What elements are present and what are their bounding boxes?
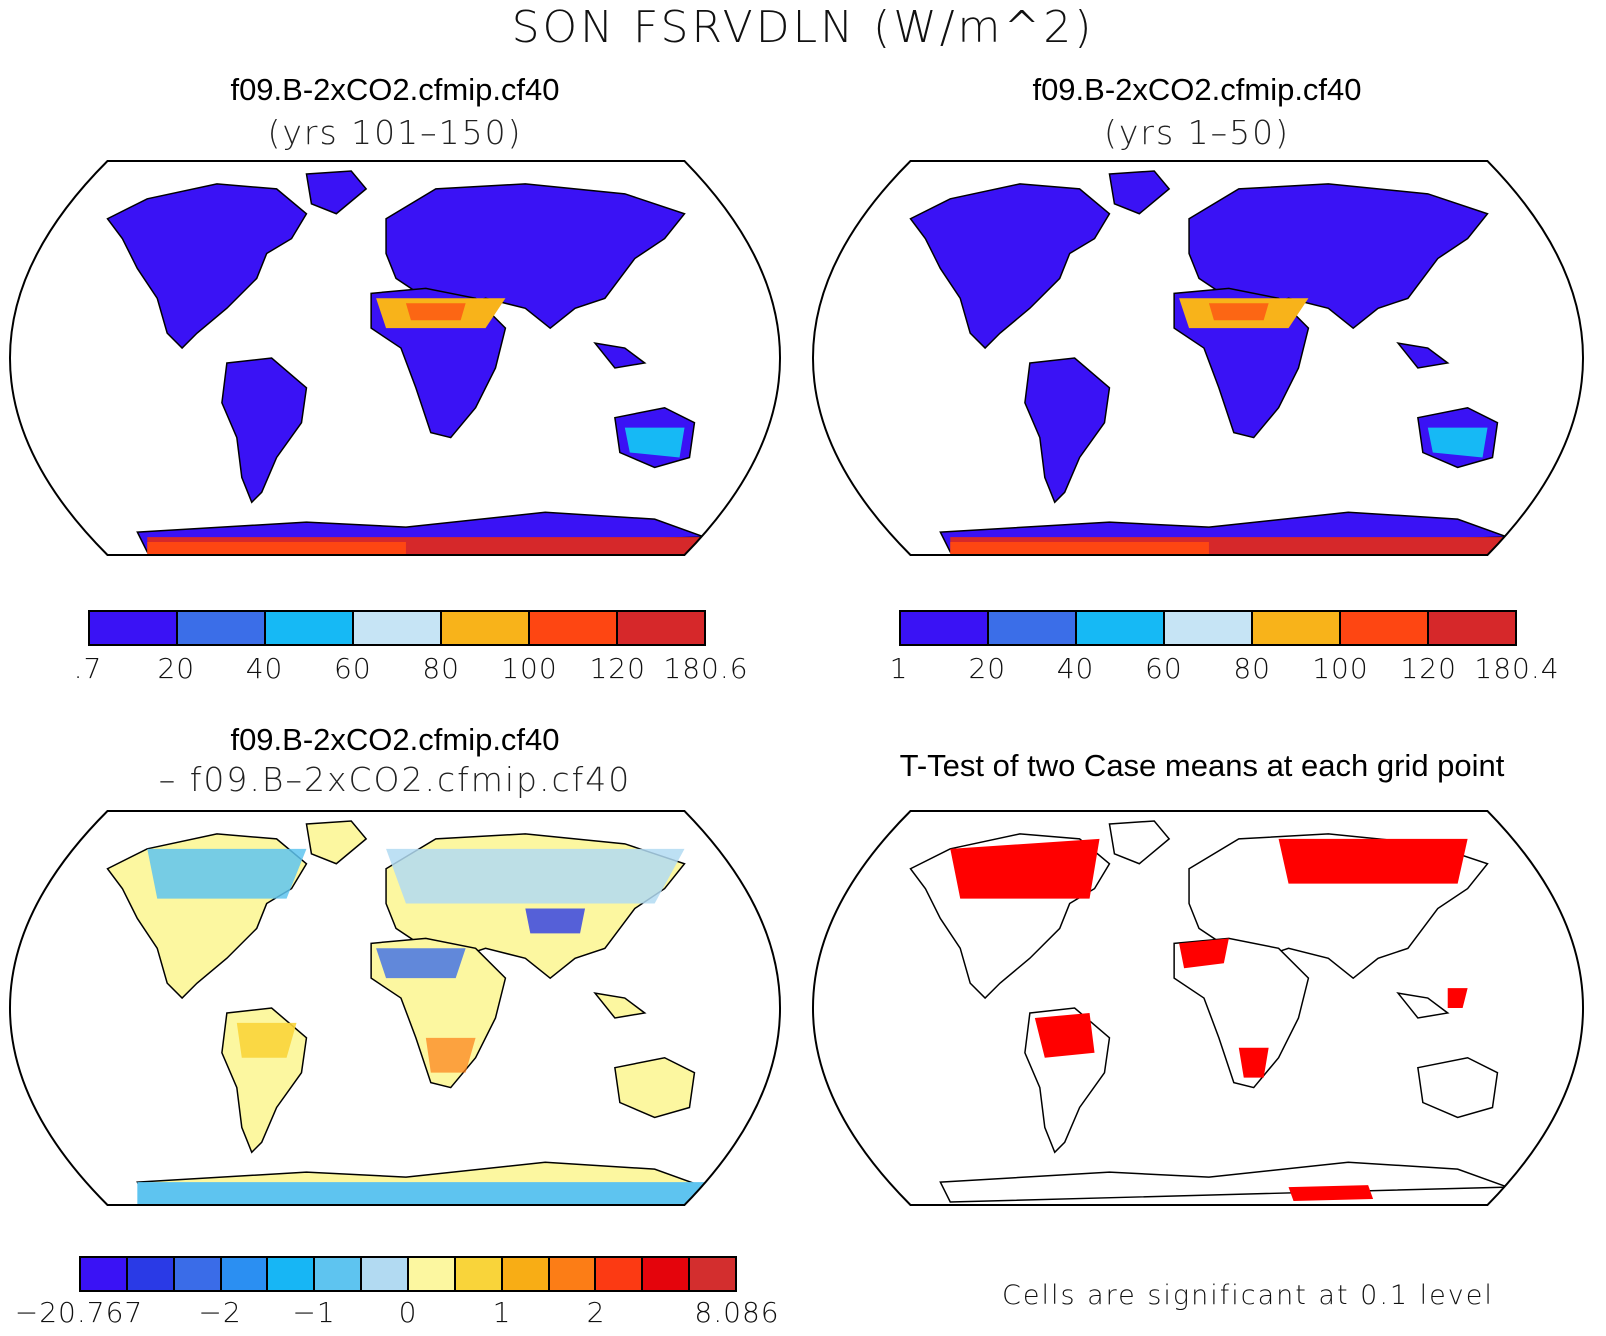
colorbar-tick-label: 120 (589, 652, 646, 685)
colorbar-bottom-left (79, 1256, 737, 1292)
colorbar-bottom-left-ticks: −20.767 −2 −1 0 1 2 8.086 (15, 1296, 779, 1336)
colorbar-tick-label: 100 (501, 652, 558, 685)
colorbar-tick-label: .7 (73, 652, 103, 685)
colorbar-cell (618, 612, 704, 644)
colorbar-cell (409, 1258, 456, 1290)
colorbar-cell (549, 1258, 597, 1290)
colorbar-tick-label: 180.4 (1474, 652, 1560, 685)
panel-bottom-left-case: f09.B-2xCO2.cfmip.cf40 (230, 722, 560, 757)
colorbar-cell (354, 612, 442, 644)
colorbar-cell (530, 612, 618, 644)
colorbar-cell (362, 1258, 410, 1290)
colorbar-cell (178, 612, 266, 644)
panel-top-right-period: (yrs 1–50) (1103, 113, 1290, 152)
colorbar-tick-label: 80 (1233, 652, 1271, 685)
significance-note: Cells are significant at 0.1 level (1002, 1280, 1494, 1311)
colorbar-cell (1165, 612, 1253, 644)
colorbar-cell (596, 1258, 644, 1290)
colorbar-tick-label: 60 (334, 652, 372, 685)
colorbar-cell (455, 1258, 503, 1290)
colorbar-tick-label: 20 (157, 652, 196, 685)
colorbar-cell (1077, 612, 1165, 644)
map-top-right (811, 160, 1585, 556)
colorbar-tick-label: 0 (398, 1296, 418, 1329)
panel-top-left-case: f09.B-2xCO2.cfmip.cf40 (230, 72, 560, 107)
panel-top-left-period: (yrs 101–150) (267, 113, 523, 152)
figure-title: SON FSRVDLN (W/m^2) (511, 2, 1095, 53)
colorbar-cell (268, 1258, 316, 1290)
colorbar-tick-label: 1 (889, 652, 909, 685)
colorbar-top-left-ticks: .7 20 40 60 80 100 120 180.6 (74, 652, 748, 692)
colorbar-top-right-ticks: 1 20 40 60 80 100 120 180.4 (890, 652, 1559, 692)
colorbar-top-right (899, 610, 1517, 646)
colorbar-tick-label: 8.086 (694, 1296, 780, 1329)
colorbar-tick-label: 180.6 (663, 652, 749, 685)
colorbar-cell (1429, 612, 1515, 644)
map-bottom-right (811, 810, 1585, 1206)
colorbar-tick-label: 40 (245, 652, 284, 685)
panel-bottom-left-minus-case: – f09.B–2xCO2.cfmip.cf40 (158, 760, 632, 799)
colorbar-cell (266, 612, 354, 644)
colorbar-tick-label: 40 (1056, 652, 1095, 685)
colorbar-tick-label: 60 (1145, 652, 1183, 685)
colorbar-tick-label: 2 (586, 1296, 606, 1329)
colorbar-cell (81, 1258, 128, 1290)
panel-top-right-case: f09.B-2xCO2.cfmip.cf40 (1032, 72, 1362, 107)
colorbar-cell (1341, 612, 1429, 644)
colorbar-tick-label: 100 (1312, 652, 1369, 685)
colorbar-top-left (88, 610, 706, 646)
map-bottom-left (8, 810, 782, 1206)
colorbar-cell (221, 1258, 269, 1290)
colorbar-tick-label: 80 (422, 652, 460, 685)
colorbar-tick-label: −2 (198, 1296, 242, 1329)
colorbar-cell (901, 612, 989, 644)
panel-bottom-right-title: T-Test of two Case means at each grid po… (899, 748, 1505, 783)
colorbar-cell (174, 1258, 222, 1290)
map-top-left (8, 160, 782, 556)
colorbar-cell (502, 1258, 550, 1290)
colorbar-cell (90, 612, 178, 644)
colorbar-cell (442, 612, 530, 644)
colorbar-tick-label: −1 (292, 1296, 336, 1329)
colorbar-tick-label: 120 (1400, 652, 1457, 685)
colorbar-cell (1253, 612, 1341, 644)
colorbar-cell (315, 1258, 363, 1290)
colorbar-tick-label: −20.767 (14, 1296, 144, 1329)
colorbar-tick-label: 20 (968, 652, 1007, 685)
colorbar-cell (127, 1258, 175, 1290)
colorbar-cell (643, 1258, 691, 1290)
colorbar-cell (989, 612, 1077, 644)
colorbar-tick-label: 1 (492, 1296, 512, 1329)
colorbar-cell (690, 1258, 736, 1290)
